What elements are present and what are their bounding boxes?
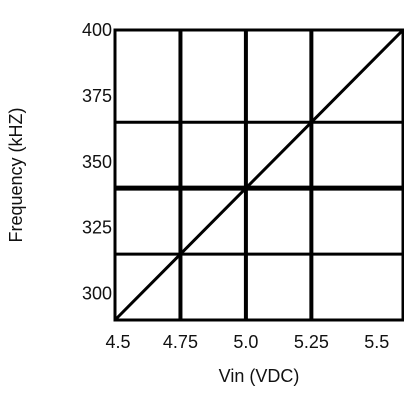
x-tick-label-4: 5.5 xyxy=(364,332,389,352)
y-tick-label-0: 300 xyxy=(82,284,112,304)
y-tick-label-2: 350 xyxy=(82,152,112,172)
x-tick-label-3: 5.25 xyxy=(294,332,329,352)
tick-labels: 4.5 4.75 5.0 5.25 5.5 300 325 350 375 400 xyxy=(82,20,389,352)
y-tick-label-4: 400 xyxy=(82,20,112,40)
x-tick-label-0: 4.5 xyxy=(105,332,130,352)
x-axis-label: Vin (VDC) xyxy=(219,366,300,386)
series-line-0 xyxy=(113,28,404,322)
series-layer xyxy=(113,28,404,322)
x-tick-label-2: 5.0 xyxy=(233,332,258,352)
y-tick-label-3: 375 xyxy=(82,86,112,106)
plot-frame xyxy=(113,28,404,322)
y-axis-label: Frequency (kHZ) xyxy=(6,107,26,242)
x-tick-label-1: 4.75 xyxy=(163,332,198,352)
gridlines xyxy=(115,30,403,320)
y-tick-label-1: 325 xyxy=(82,218,112,238)
